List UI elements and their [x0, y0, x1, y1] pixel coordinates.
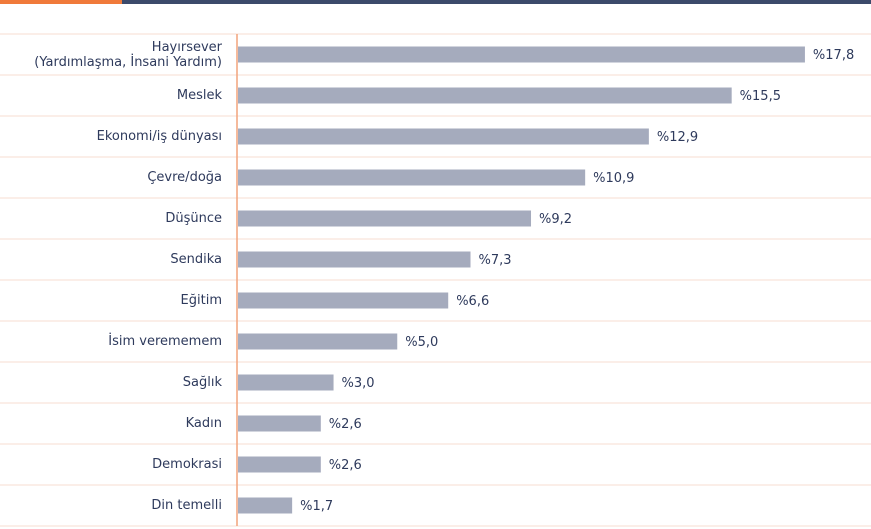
bar: [238, 46, 805, 63]
rows: Hayırsever (Yardımlaşma, İnsani Yardım) %1…: [0, 33, 871, 527]
bar: [238, 292, 449, 309]
category-label: Sağlık: [183, 375, 223, 390]
bar: [238, 251, 471, 268]
category-label: Sendika: [170, 252, 222, 267]
bar: [238, 456, 321, 473]
category-label: Ekonomi/iş dünyası: [97, 129, 222, 144]
bar: [238, 210, 532, 227]
value-label: %10,9: [593, 171, 634, 186]
value-label: %3,0: [342, 376, 375, 391]
value-label: %17,8: [813, 48, 854, 63]
value-label: %12,9: [657, 130, 698, 145]
category-label: Meslek: [177, 88, 223, 103]
category-label: Düşünce: [165, 211, 222, 226]
value-label: %2,6: [329, 417, 362, 432]
value-label: %6,6: [456, 294, 489, 309]
bar: [238, 87, 732, 104]
value-label: %7,3: [479, 253, 512, 268]
category-label: Demokrasi: [152, 457, 222, 472]
value-label: %9,2: [539, 212, 572, 227]
category-label: İsim verememem: [108, 333, 222, 349]
category-label: Eğitim: [181, 293, 222, 308]
value-label: %15,5: [740, 89, 781, 104]
bar: [238, 128, 649, 145]
value-label: %5,0: [405, 335, 438, 350]
header-accent: [0, 0, 122, 4]
bar: [238, 415, 321, 432]
category-label: Hayırsever (Yardımlaşma, İnsani Yardım): [34, 40, 222, 70]
bar: [238, 497, 293, 514]
category-label: Din temelli: [151, 498, 222, 513]
category-label: Kadın: [186, 416, 222, 431]
value-label: %1,7: [300, 499, 333, 514]
category-label: Çevre/doğa: [147, 170, 222, 185]
bar: [238, 374, 334, 391]
bar: [238, 333, 398, 350]
value-label: %2,6: [329, 458, 362, 473]
header-strip: [122, 0, 871, 4]
bar: [238, 169, 586, 186]
